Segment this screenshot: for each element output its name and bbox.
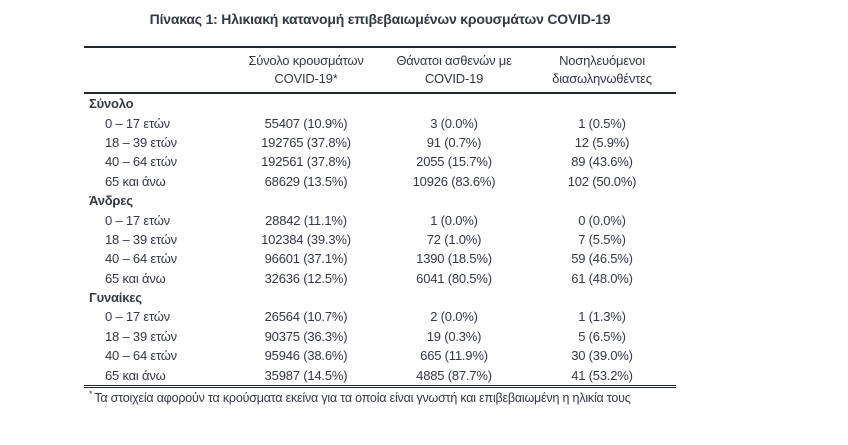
table-cell: 7 (5.5%) [578,231,626,247]
table-cell: 59 (46.5%) [571,251,633,267]
table-row: 65 και άνω 32636 (12.5%) 6041 (80.5%) 61 (4… [84,269,676,288]
table-cell: 41 (53.2%) [571,367,633,383]
table-cell: 28842 (11.1%) [265,212,347,228]
table-cell: 10926 (83.6%) [412,173,496,189]
row-label: 18 – 39 ετών [105,328,177,344]
table-cell: 192765 (37.8%) [261,134,351,150]
header-cell-deaths: Θάνατοι ασθενών με COVID-19 [380,52,528,88]
section-header-row: Σύνολο [84,94,676,113]
header-cell-empty [84,52,232,88]
table-row: 18 – 39 ετών 90375 (36.3%) 19 (0.3%) 5 (6.5… [84,327,676,346]
table-cell: 95946 (38.6%) [264,348,348,364]
section-header-row: Γυναίκες [84,288,676,307]
footnote-text: Τα στοιχεία αφορούν τα κρούσματα εκείνα … [94,391,631,406]
table-row: 40 – 64 ετών 95946 (38.6%) 665 (11.9%) 30 (… [84,346,676,365]
covid-age-table: Σύνολο κρουσμάτων COVID-19* Θάνατοι ασθε… [84,46,676,388]
row-label: 40 – 64 ετών [105,251,177,267]
table-title: Πίνακας 1: Ηλικιακή κατανομή επιβεβαιωμέ… [149,11,611,27]
column-header-line: COVID-19 [424,71,484,86]
column-header-line: διασωληνωθέντες [552,71,652,86]
row-label: 18 – 39 ετών [105,231,177,247]
table-cell: 1 (1.3%) [578,309,626,325]
table-cell: 72 (1.0%) [426,231,482,247]
table-row: 40 – 64 ετών 96601 (37.1%) 1390 (18.5%) 59 … [84,249,676,268]
table-row: 65 και άνω 68629 (13.5%) 10926 (83.6%) 102 … [84,172,676,191]
table-row: 0 – 17 ετών 28842 (11.1%) 1 (0.0%) 0 (0.0%) [84,210,676,229]
table-cell: 5 (6.5%) [578,328,626,344]
table-cell: 0 (0.0%) [578,212,626,228]
table-cell: 1 (0.0%) [430,212,478,228]
table-row: 18 – 39 ετών 192765 (37.8%) 91 (0.7%) 12 (5… [84,133,676,152]
table-cell: 2055 (15.7%) [416,154,492,170]
table-cell: 61 (48.0%) [571,270,633,286]
table-cell: 96601 (37.1%) [264,251,348,267]
table-cell: 91 (0.7%) [426,134,482,150]
section-header-label: Γυναίκες [89,290,142,306]
table-cell: 4885 (87.7%) [416,367,492,383]
table-row: 65 και άνω 35987 (14.5%) 4885 (87.7%) 41 (5… [84,365,676,384]
column-header-line: Νοσηλευόμενοι [559,53,645,68]
row-label: 65 και άνω [105,270,166,286]
table-row: 0 – 17 ετών 26564 (10.7%) 2 (0.0%) 1 (1.3%) [84,307,676,326]
header-cell-intubated: Νοσηλευόμενοι διασωληνωθέντες [528,52,676,88]
table-cell: 12 (5.9%) [574,134,630,150]
column-header-line: Σύνολο κρουσμάτων [248,53,364,68]
table-cell: 55407 (10.9%) [264,115,348,131]
table-cell: 19 (0.3%) [426,328,482,344]
table-cell: 1390 (18.5%) [416,251,492,267]
row-label: 40 – 64 ετών [105,154,177,170]
table-cell: 68629 (13.5%) [264,173,348,189]
table-cell: 3 (0.0%) [430,115,478,131]
table-cell: 102384 (39.3%) [261,231,351,247]
table-row: 18 – 39 ετών 102384 (39.3%) 72 (1.0%) 7 (5.… [84,230,676,249]
table-cell: 89 (43.6%) [571,154,633,170]
footnote-marker: * [89,389,93,399]
table-cell: 26564 (10.7%) [264,309,348,325]
row-label: 65 και άνω [105,367,166,383]
table-cell: 665 (11.9%) [420,348,488,364]
table-cell: 30 (39.0%) [571,348,633,364]
section-header-label: Άνδρες [89,193,133,209]
row-label: 0 – 17 ετών [105,115,170,131]
table-row: 0 – 17 ετών 55407 (10.9%) 3 (0.0%) 1 (0.5%) [84,113,676,132]
table-cell: 35987 (14.5%) [264,367,348,383]
table-cell: 6041 (80.5%) [416,270,492,286]
table-cell: 2 (0.0%) [430,309,478,325]
section-header-label: Σύνολο [89,96,134,112]
table-header-row: Σύνολο κρουσμάτων COVID-19* Θάνατοι ασθε… [84,46,676,94]
table-cell: 32636 (12.5%) [264,270,348,286]
table-cell: 102 (50.0%) [567,173,637,189]
column-header-line: COVID-19* [274,71,338,86]
header-cell-total-cases: Σύνολο κρουσμάτων COVID-19* [232,52,380,88]
row-label: 65 και άνω [105,173,166,189]
table-footnote: * Τα στοιχεία αφορούν τα κρούσματα εκείνα… [84,389,744,405]
row-label: 0 – 17 ετών [105,212,170,228]
table-cell: 1 (0.5%) [578,115,626,131]
table-cell: 90375 (36.3%) [264,328,348,344]
table-cell: 192561 (37.8%) [261,154,351,170]
row-label: 0 – 17 ετών [105,309,170,325]
table-row: 40 – 64 ετών 192561 (37.8%) 2055 (15.7%) 89… [84,152,676,171]
row-label: 18 – 39 ετών [105,134,177,150]
row-label: 40 – 64 ετών [105,348,177,364]
column-header-line: Θάνατοι ασθενών με [396,53,512,68]
section-header-row: Άνδρες [84,191,676,210]
table-body: Σύνολο 0 – 17 ετών 55407 (10.9%) 3 (0.0%) 1 … [84,94,676,388]
